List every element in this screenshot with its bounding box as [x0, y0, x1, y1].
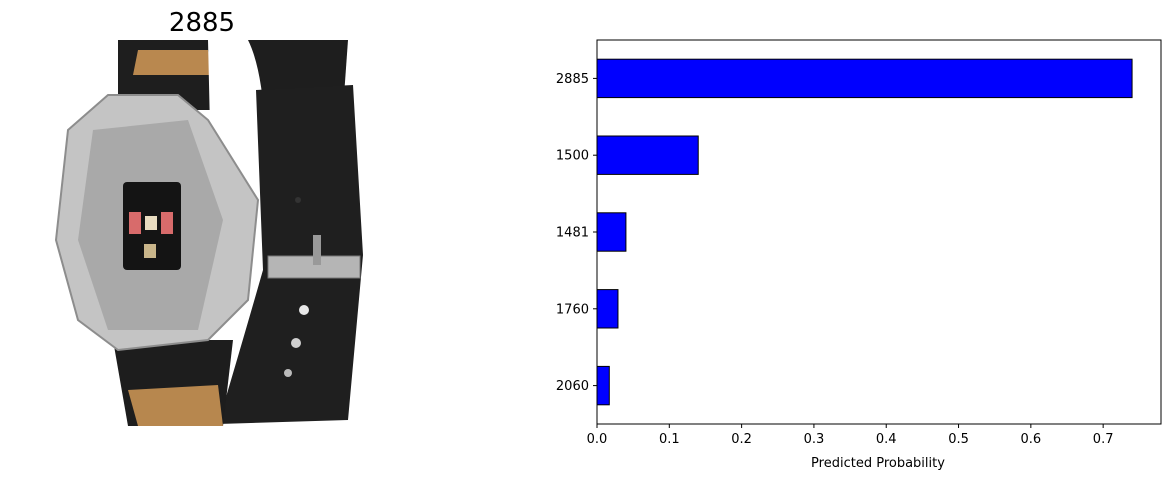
x-tick-label: 0.4 [876, 432, 897, 447]
y-tick-label: 1760 [556, 302, 589, 317]
strap-hole [291, 338, 301, 348]
strap-hole [295, 197, 301, 203]
screen-segment-right [161, 212, 173, 234]
bar-group [596, 58, 1133, 406]
x-axis-label: Predicted Probability [811, 456, 945, 471]
strap-right [218, 85, 363, 424]
bar-1500 [596, 135, 699, 175]
y-axis: 2885 1500 1481 1760 2060 [556, 72, 597, 394]
bar-2885 [596, 58, 1133, 99]
strap-hole [299, 305, 309, 315]
buckle-pin [313, 235, 321, 265]
strap-hole [284, 369, 292, 377]
screen-segment-left [129, 212, 141, 234]
x-axis: 0.0 0.1 0.2 0.3 0.4 0.5 0.6 0.7 [587, 424, 1114, 447]
x-tick-label: 0.5 [948, 432, 969, 447]
y-tick-label: 2885 [556, 72, 589, 87]
y-tick-label: 2060 [556, 379, 589, 394]
x-tick-label: 0.0 [587, 432, 608, 447]
watch-photo [8, 40, 396, 426]
image-title: 2885 [168, 8, 236, 38]
x-tick-label: 0.7 [1093, 432, 1114, 447]
bar-1481 [596, 212, 627, 252]
x-tick-label: 0.1 [659, 432, 680, 447]
x-tick-label: 0.3 [804, 432, 825, 447]
screen-segment-bottom [144, 244, 156, 258]
bar-2060 [596, 365, 610, 406]
bar-1760 [596, 289, 619, 329]
watch-illustration [54, 40, 363, 426]
x-tick-label: 0.2 [731, 432, 752, 447]
x-tick-label: 0.6 [1021, 432, 1042, 447]
strap-bottom-leather [128, 385, 223, 426]
strap-top-leather [133, 50, 213, 75]
y-tick-label: 1481 [556, 226, 589, 241]
screen-segment-center [145, 216, 157, 230]
y-tick-label: 1500 [556, 149, 589, 164]
